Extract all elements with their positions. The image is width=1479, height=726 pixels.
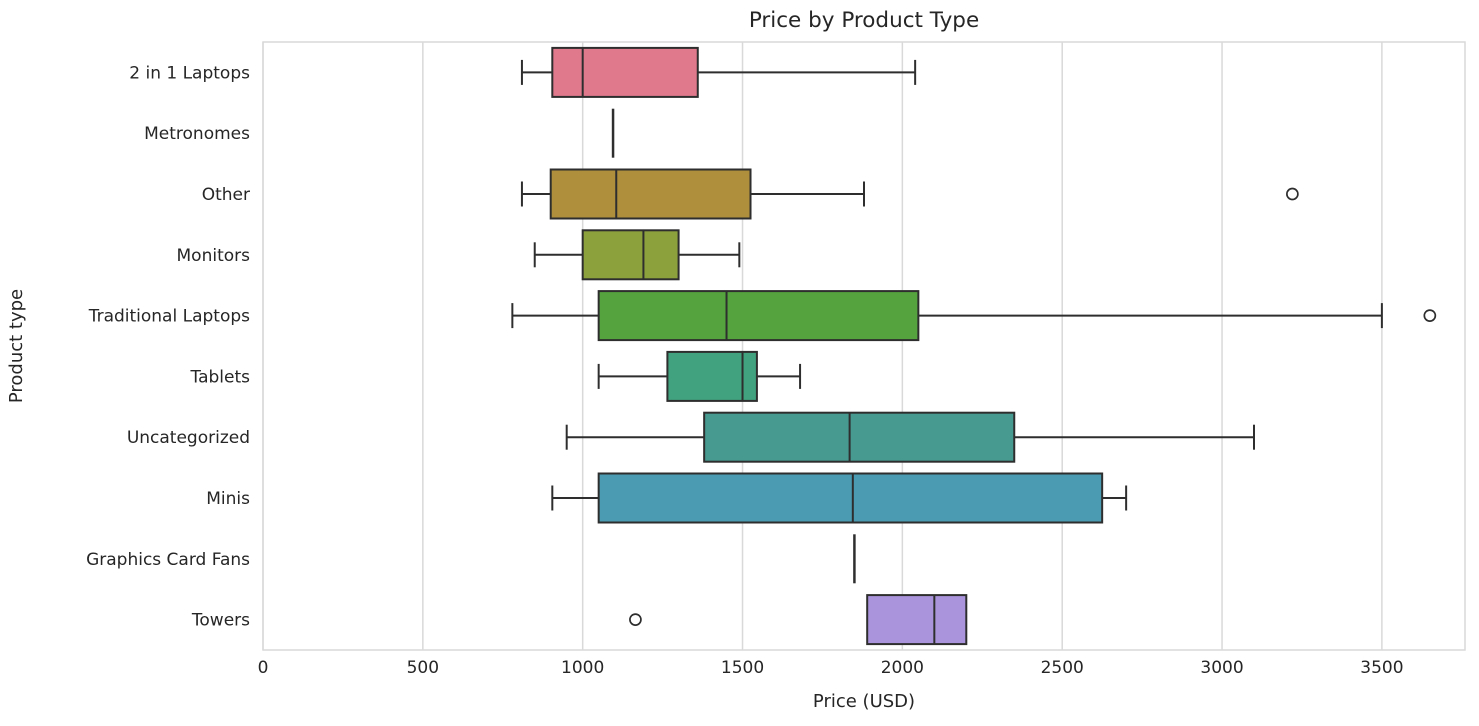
x-tick-label-500: 500 xyxy=(407,658,439,678)
x-tick-label-0: 0 xyxy=(258,658,269,678)
outlier-point xyxy=(1286,187,1299,201)
box-uncategorized xyxy=(565,411,1256,463)
iqr-box xyxy=(581,229,680,281)
y-tick-label-graphics-card-fans: Graphics Card Fans xyxy=(86,550,250,570)
x-tick-label-3000: 3000 xyxy=(1200,658,1243,678)
x-tick-label-1500: 1500 xyxy=(721,658,764,678)
plot-border xyxy=(262,41,1466,651)
y-tick-label-other: Other xyxy=(202,185,250,205)
x-axis-label: Price (USD) xyxy=(813,691,915,712)
box-other xyxy=(520,168,1299,220)
iqr-box xyxy=(597,472,1104,524)
y-tick-label-metronomes: Metronomes xyxy=(144,124,250,144)
tick-layer: 0 500 1000 1500 2000 2500 3000 3500 2 in 1 Lapto… xyxy=(86,63,1403,678)
x-tick-label-1000: 1000 xyxy=(561,658,604,678)
box-tablets xyxy=(597,350,802,402)
box-towers xyxy=(629,594,968,646)
box-traditional-laptops xyxy=(511,290,1437,342)
box-layer xyxy=(511,46,1437,646)
iqr-box xyxy=(703,411,1016,463)
outlier-point xyxy=(1423,309,1437,322)
box-minis xyxy=(551,472,1128,524)
y-tick-label-tablets: Tablets xyxy=(190,367,251,387)
outlier-point xyxy=(629,613,642,626)
x-tick-label-3500: 3500 xyxy=(1360,658,1403,678)
y-tick-label-towers: Towers xyxy=(191,611,250,631)
iqr-box xyxy=(549,168,752,220)
box-monitors xyxy=(533,229,741,281)
box-2-in-1-laptops xyxy=(520,46,917,98)
chart-title: Price by Product Type xyxy=(749,8,979,33)
x-tick-label-2500: 2500 xyxy=(1041,658,1084,678)
y-tick-label-traditional-laptops: Traditional Laptops xyxy=(88,307,250,327)
iqr-box xyxy=(866,594,968,646)
iqr-box xyxy=(597,290,920,342)
grid-layer xyxy=(262,41,1466,651)
y-tick-label-minis: Minis xyxy=(206,489,250,509)
y-axis-label: Product type xyxy=(6,289,27,403)
y-tick-label-uncategorized: Uncategorized xyxy=(127,428,250,448)
y-tick-label-2-in-1-laptops: 2 in 1 Laptops xyxy=(129,63,250,83)
iqr-box xyxy=(551,46,699,98)
x-tick-label-2000: 2000 xyxy=(881,658,924,678)
y-tick-label-monitors: Monitors xyxy=(177,246,251,266)
